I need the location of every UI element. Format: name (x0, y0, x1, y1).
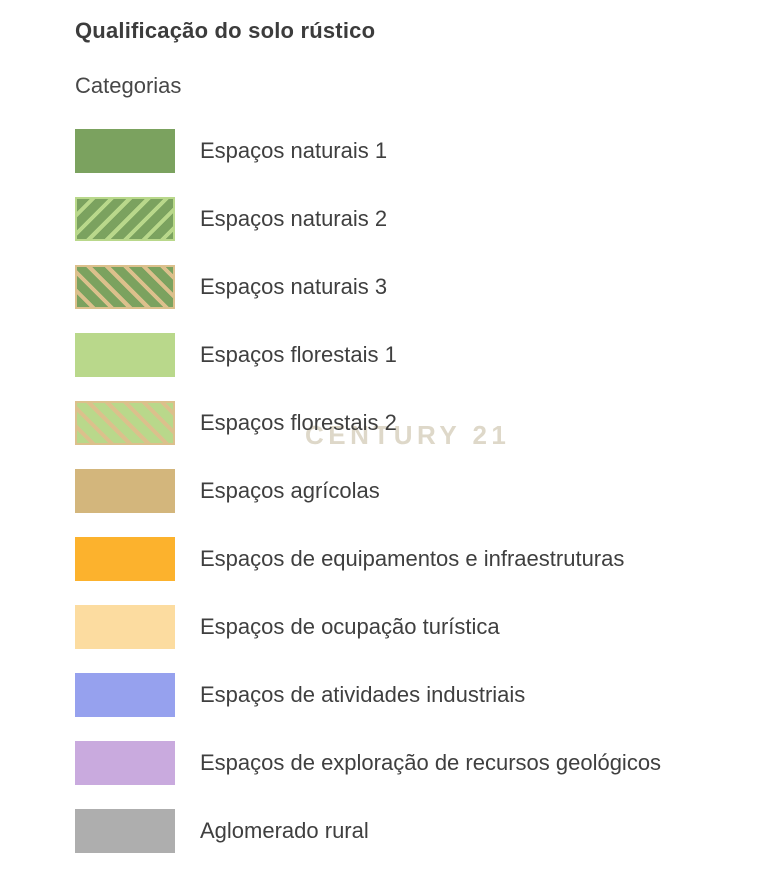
legend-row: Espaços de exploração de recursos geológ… (75, 741, 661, 785)
legend-label: Espaços naturais 1 (200, 138, 388, 163)
legend-label: Espaços florestais 1 (200, 342, 397, 367)
legend-label: Espaços de ocupação turística (200, 614, 500, 639)
legend-swatch (75, 469, 175, 513)
categories-subtitle: Categorias (75, 73, 182, 98)
page-title: Qualificação do solo rústico (75, 18, 376, 43)
legend-row: Espaços naturais 3 (75, 265, 661, 309)
legend-row: Espaços naturais 2 (75, 197, 661, 241)
legend-swatch (75, 333, 175, 377)
legend-row: Espaços agrícolas (75, 469, 661, 513)
legend-label: Aglomerado rural (200, 818, 369, 843)
legend-swatch (75, 605, 175, 649)
legend-label: Espaços naturais 3 (200, 274, 388, 299)
legend-swatch (75, 129, 175, 173)
legend-row: Espaços de equipamentos e infraestrutura… (75, 537, 661, 581)
legend-swatch (75, 401, 175, 445)
legend-row: Aglomerado rural (75, 809, 661, 853)
legend-swatch (75, 197, 175, 241)
legend-swatch (75, 265, 175, 309)
legend-swatch (75, 537, 175, 581)
legend-swatch (75, 673, 175, 717)
legend-label: Espaços de exploração de recursos geológ… (200, 750, 662, 775)
legend-list: Espaços naturais 1 Espaços naturais 2 Es… (75, 129, 661, 876)
legend-label: Espaços florestais 2 (200, 410, 397, 435)
legend-row: Espaços florestais 2 (75, 401, 661, 445)
legend-row: Espaços naturais 1 (75, 129, 661, 173)
legend-row: Espaços florestais 1 (75, 333, 661, 377)
legend-swatch (75, 741, 175, 785)
century21-watermark: CENTURY 21 (305, 420, 511, 450)
legend-label: Espaços agrícolas (200, 478, 380, 503)
legend-label: Espaços naturais 2 (200, 206, 388, 231)
legend-row: Espaços de atividades industriais (75, 673, 661, 717)
legend-row: Espaços de ocupação turística (75, 605, 661, 649)
legend-label: Espaços de equipamentos e infraestrutura… (200, 546, 625, 571)
legend-swatch (75, 809, 175, 853)
legend-label: Espaços de atividades industriais (200, 682, 526, 707)
